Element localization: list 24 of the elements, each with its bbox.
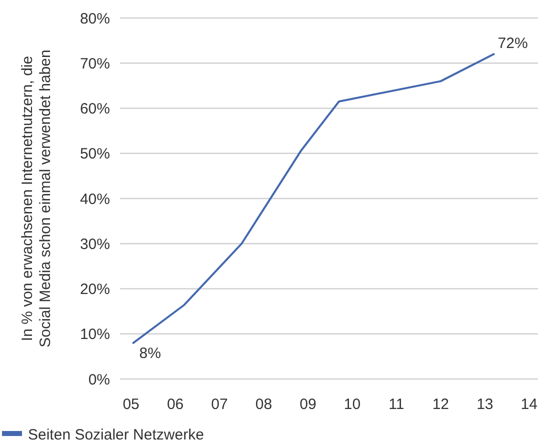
y-tick-label: 20%	[80, 281, 110, 298]
data-label: 72%	[498, 35, 528, 52]
x-tick-label: 14	[520, 396, 538, 413]
x-tick-label: 05	[122, 396, 140, 413]
y-tick-label: 50%	[80, 146, 110, 163]
x-tick-label: 06	[166, 396, 184, 413]
y-tick-label: 60%	[80, 100, 110, 118]
y-tick-label: 0%	[88, 371, 110, 388]
x-tick-label: 08	[255, 396, 272, 413]
legend-label: Seiten Sozialer Netzwerke	[28, 426, 204, 444]
y-tick-label: 70%	[80, 55, 110, 72]
x-tick-label: 09	[300, 396, 316, 413]
x-tick-label: 12	[432, 396, 450, 413]
y-tick-label: 30%	[80, 236, 110, 253]
x-tick-label: 07	[211, 396, 228, 413]
y-axis-title: In % von erwachsenen Internetnutzern, die Social Media schon einmal verwendet haben	[19, 50, 54, 348]
data-label: 8%	[139, 344, 161, 362]
x-tick-label: 11	[388, 396, 404, 413]
x-tick-label: 13	[476, 396, 494, 413]
y-tick-label: 40%	[80, 190, 110, 208]
y-tick-label: 80%	[80, 10, 110, 28]
line-series	[132, 53, 495, 344]
x-tick-label: 10	[344, 396, 361, 413]
y-tick-label: 10%	[80, 326, 110, 344]
